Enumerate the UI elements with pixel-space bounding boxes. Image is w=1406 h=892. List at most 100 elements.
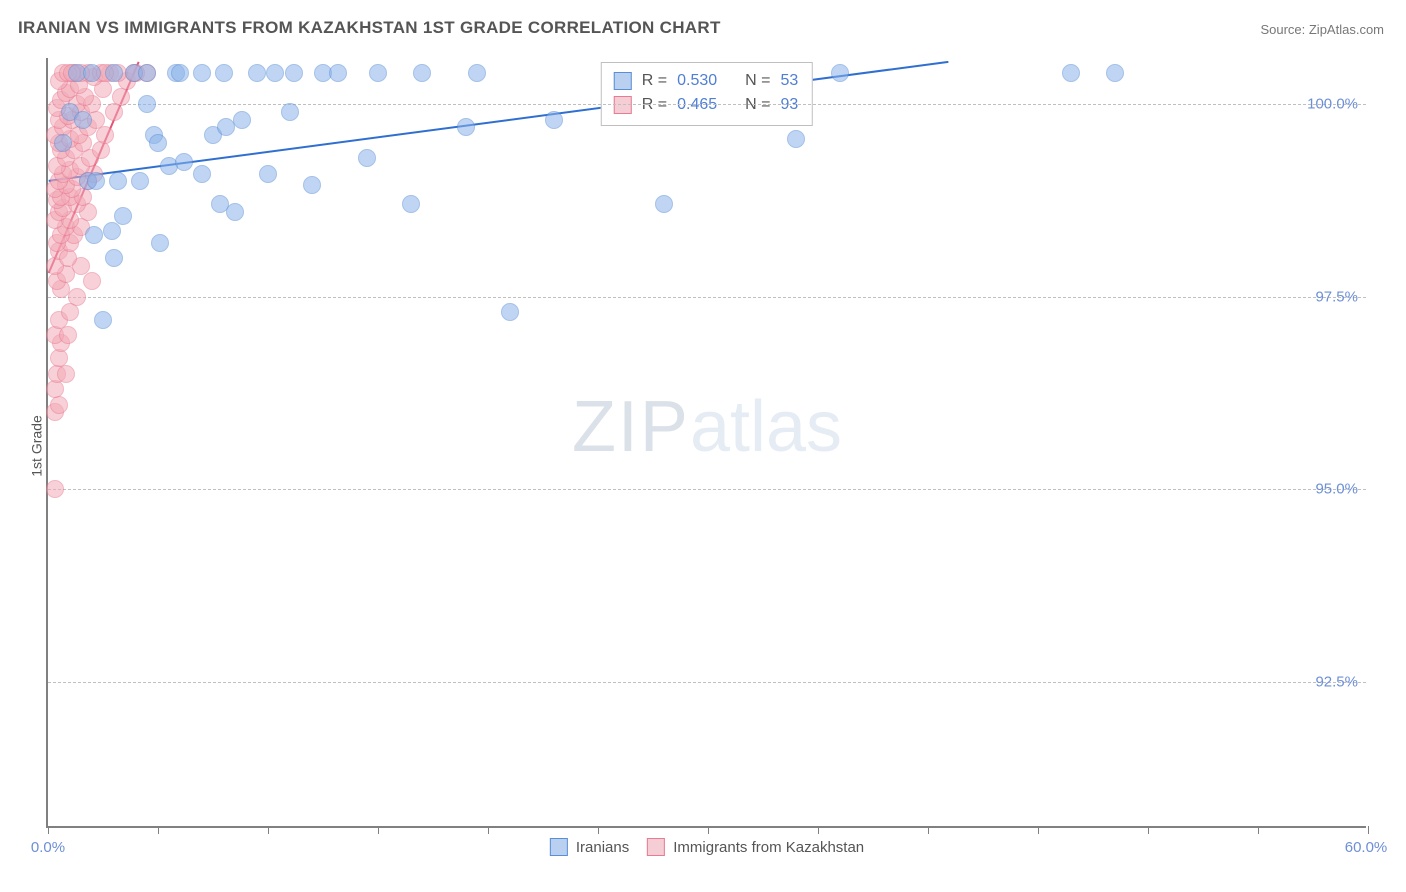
plot-area: ZIPatlas R = 0.530 N = 53 R = 0.465 N = … — [46, 58, 1366, 828]
grid-line-h — [48, 297, 1366, 298]
trend-lines-layer — [48, 58, 1366, 826]
point-iranians — [329, 64, 347, 82]
point-kazakhstan — [105, 103, 123, 121]
x-tick — [708, 826, 709, 834]
point-iranians — [281, 103, 299, 121]
chart-container: IRANIAN VS IMMIGRANTS FROM KAZAKHSTAN 1S… — [0, 0, 1406, 892]
x-tick-label-max: 60.0% — [1345, 839, 1388, 856]
grid-line-h — [48, 489, 1366, 490]
point-iranians — [54, 134, 72, 152]
point-kazakhstan — [92, 141, 110, 159]
y-tick-label: 100.0% — [1307, 96, 1358, 113]
x-tick — [1038, 826, 1039, 834]
point-iranians — [248, 64, 266, 82]
point-kazakhstan — [96, 126, 114, 144]
point-iranians — [87, 172, 105, 190]
stat-row-blue: R = 0.530 N = 53 — [614, 69, 798, 93]
point-iranians — [74, 111, 92, 129]
point-kazakhstan — [46, 380, 64, 398]
x-tick — [598, 826, 599, 834]
point-iranians — [103, 222, 121, 240]
point-iranians — [193, 165, 211, 183]
point-iranians — [303, 176, 321, 194]
point-iranians — [655, 195, 673, 213]
point-kazakhstan — [83, 272, 101, 290]
point-iranians — [114, 207, 132, 225]
y-tick-label: 95.0% — [1315, 481, 1358, 498]
point-iranians — [259, 165, 277, 183]
point-iranians — [94, 311, 112, 329]
point-iranians — [1062, 64, 1080, 82]
r-label: R = — [642, 72, 667, 90]
legend-item-pink: Immigrants from Kazakhstan — [647, 838, 864, 856]
point-iranians — [468, 64, 486, 82]
point-kazakhstan — [46, 480, 64, 498]
point-iranians — [457, 118, 475, 136]
legend-item-blue: Iranians — [550, 838, 629, 856]
point-iranians — [369, 64, 387, 82]
point-iranians — [85, 226, 103, 244]
x-tick — [1368, 826, 1369, 834]
grid-line-h — [48, 682, 1366, 683]
n-label: N = — [745, 72, 770, 90]
point-iranians — [266, 64, 284, 82]
chart-title: IRANIAN VS IMMIGRANTS FROM KAZAKHSTAN 1S… — [18, 18, 721, 38]
point-iranians — [109, 172, 127, 190]
grid-line-h — [48, 104, 1366, 105]
point-kazakhstan — [50, 396, 68, 414]
point-iranians — [215, 64, 233, 82]
point-iranians — [138, 64, 156, 82]
point-iranians — [285, 64, 303, 82]
point-kazakhstan — [68, 288, 86, 306]
point-iranians — [151, 234, 169, 252]
point-iranians — [138, 95, 156, 113]
point-iranians — [1106, 64, 1124, 82]
point-iranians — [149, 134, 167, 152]
point-iranians — [131, 172, 149, 190]
n-value-blue: 53 — [780, 72, 798, 90]
bottom-legend: Iranians Immigrants from Kazakhstan — [550, 838, 864, 856]
x-tick-label-min: 0.0% — [31, 839, 65, 856]
legend-label-pink: Immigrants from Kazakhstan — [673, 839, 864, 856]
x-tick — [158, 826, 159, 834]
legend-label-blue: Iranians — [576, 839, 629, 856]
point-iranians — [402, 195, 420, 213]
swatch-blue-icon — [550, 838, 568, 856]
x-tick — [488, 826, 489, 834]
point-kazakhstan — [57, 365, 75, 383]
watermark-zip: ZIP — [572, 387, 690, 467]
point-iranians — [358, 149, 376, 167]
x-tick — [1258, 826, 1259, 834]
point-kazakhstan — [61, 303, 79, 321]
r-value-blue: 0.530 — [677, 72, 729, 90]
point-kazakhstan — [59, 326, 77, 344]
point-iranians — [175, 153, 193, 171]
point-iranians — [787, 130, 805, 148]
swatch-pink-icon — [647, 838, 665, 856]
stat-legend-box: R = 0.530 N = 53 R = 0.465 N = 93 — [601, 62, 813, 126]
point-iranians — [193, 64, 211, 82]
x-tick — [268, 826, 269, 834]
swatch-blue-icon — [614, 72, 632, 90]
point-kazakhstan — [59, 249, 77, 267]
x-tick — [928, 826, 929, 834]
y-tick-label: 97.5% — [1315, 288, 1358, 305]
x-tick — [1148, 826, 1149, 834]
x-tick — [48, 826, 49, 834]
watermark: ZIPatlas — [572, 386, 842, 468]
y-tick-label: 92.5% — [1315, 673, 1358, 690]
x-tick — [378, 826, 379, 834]
watermark-atlas: atlas — [690, 387, 842, 467]
point-iranians — [501, 303, 519, 321]
point-iranians — [545, 111, 563, 129]
source-label: Source: ZipAtlas.com — [1260, 22, 1384, 37]
point-iranians — [413, 64, 431, 82]
point-iranians — [233, 111, 251, 129]
y-axis-label: 1st Grade — [29, 415, 45, 476]
point-kazakhstan — [112, 88, 130, 106]
point-iranians — [226, 203, 244, 221]
x-tick — [818, 826, 819, 834]
point-iranians — [105, 249, 123, 267]
point-iranians — [831, 64, 849, 82]
point-iranians — [171, 64, 189, 82]
